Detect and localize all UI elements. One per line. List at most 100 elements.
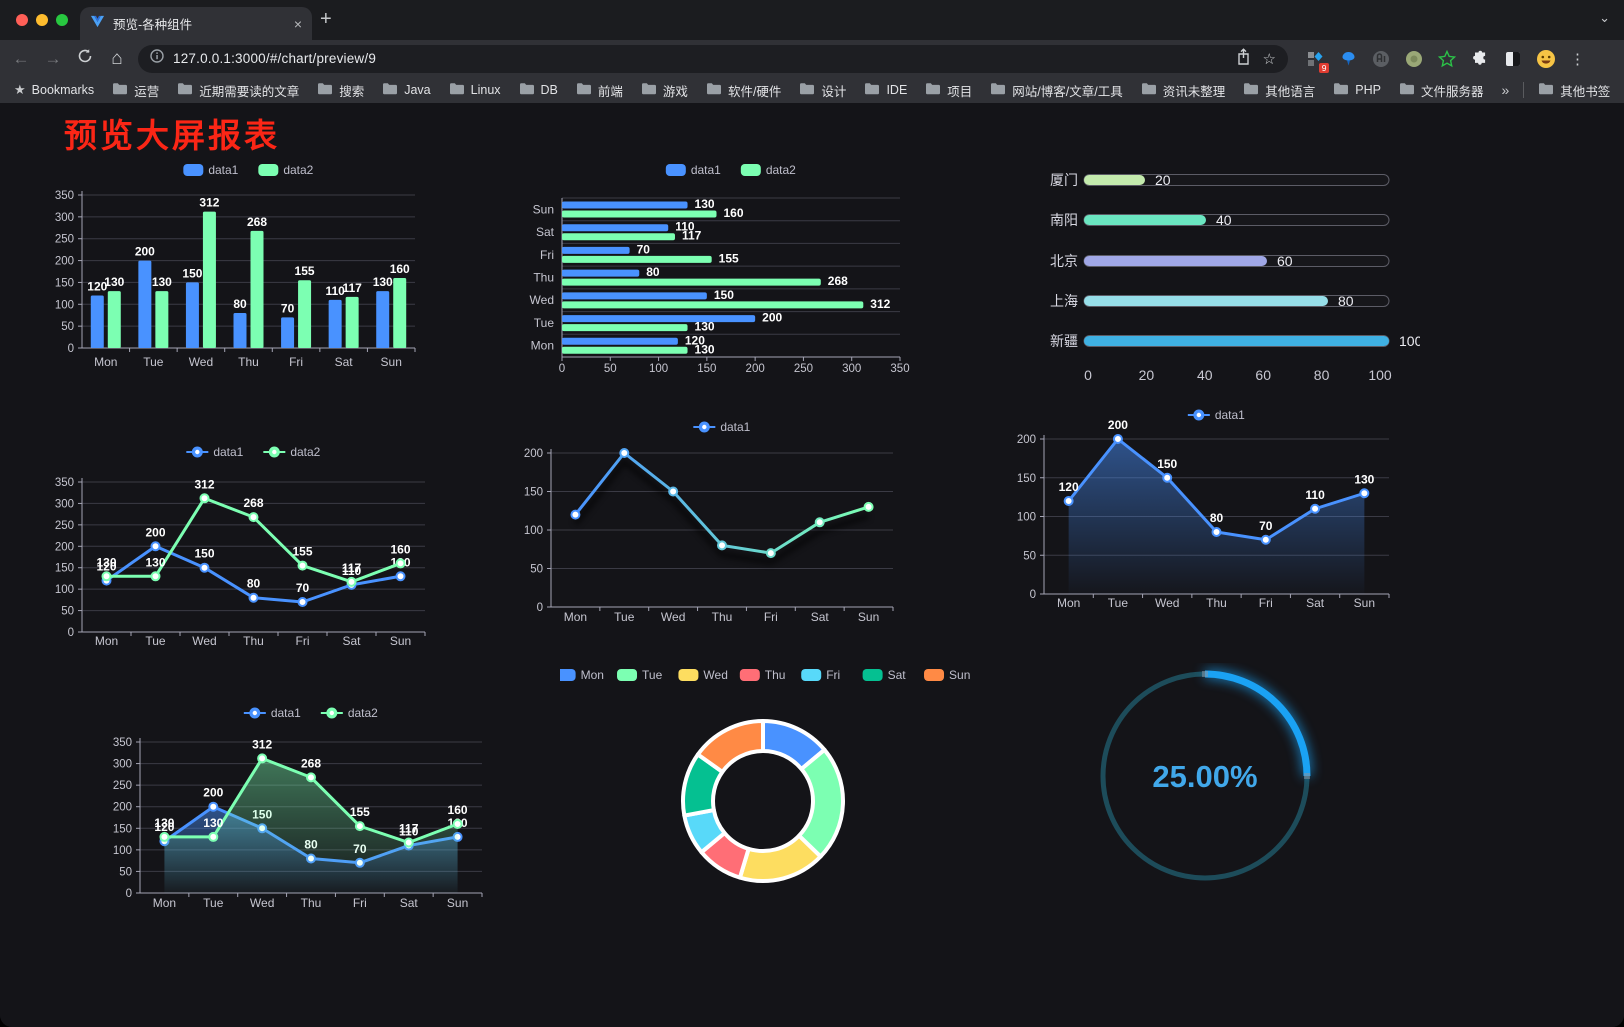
folder-icon (449, 82, 465, 98)
chart-gradient-line[interactable]: data1 0 50 100 150 200 Mon Tue Wed Thu Fri Sat Sun (505, 418, 925, 648)
svg-text:80: 80 (1338, 293, 1354, 309)
svg-text:100: 100 (55, 584, 74, 596)
chart-legend[interactable]: data1 data2 (186, 445, 321, 459)
extension-dark-mode-icon[interactable] (1502, 48, 1524, 70)
svg-text:120: 120 (87, 280, 107, 294)
donut-canvas[interactable]: Mon Tue Wed Thu Fri Sat Sun (555, 663, 970, 993)
bookmark-folder[interactable]: 近期需要读的文章 (177, 81, 299, 100)
bookmark-folder[interactable]: 运营 (112, 81, 159, 100)
svg-text:Sun: Sun (447, 896, 468, 910)
bookmark-folder[interactable]: 项目 (925, 81, 972, 100)
url-text[interactable]: 127.0.0.1:3000/#/chart/preview/9 (173, 51, 377, 66)
tab-close-icon[interactable]: × (293, 15, 302, 32)
bookmark-folder[interactable]: 游戏 (641, 81, 688, 100)
chart-donut[interactable]: Mon Tue Wed Thu Fri Sat Sun (555, 663, 970, 993)
minimize-window-button[interactable] (36, 14, 48, 26)
new-tab-button[interactable]: + (320, 8, 332, 30)
bookmark-folder[interactable]: 文件服务器 (1399, 81, 1483, 100)
gauge-canvas[interactable]: 25.00% (1060, 663, 1360, 893)
extension-balloon-icon[interactable] (1337, 48, 1359, 70)
bookmark-folder-label: Linux (470, 83, 501, 97)
svg-text:100: 100 (1368, 367, 1392, 383)
svg-text:Sat: Sat (342, 634, 361, 648)
tab-favicon (90, 14, 105, 34)
chart-area-line[interactable]: data1 0 50 100 150 200 Mon Tue Wed Thu Fri Sat Sun 12… (1000, 408, 1420, 633)
other-bookmarks-folder[interactable]: 其他书签 (1538, 81, 1610, 100)
chart-vertical-bar[interactable]: data1 data2 0 50 100 150 200 250 300 350 Mon Tue Wed… (35, 153, 455, 423)
two-area-line-canvas[interactable]: data1 data2 0 50 100 150 200 250 300 350 Mon Tue Wed… (100, 690, 520, 940)
bookmark-folder[interactable]: 前端 (576, 81, 623, 100)
chart-legend[interactable]: data1 (693, 420, 751, 434)
svg-text:130: 130 (695, 342, 715, 356)
chart-legend[interactable]: Mon Tue Wed Thu Fri Sat Sun (555, 668, 970, 682)
svg-text:Wed: Wed (1155, 596, 1179, 610)
chart-legend[interactable]: data1 data2 (665, 163, 796, 177)
svg-text:130: 130 (695, 197, 715, 211)
extensions-puzzle-icon[interactable] (1469, 48, 1491, 70)
area-line-canvas[interactable]: data1 0 50 100 150 200 Mon Tue Wed Thu Fri Sat Sun 12… (1000, 408, 1420, 633)
bookmarks-manager[interactable]: ★ Bookmarks (14, 82, 94, 98)
chart-gauge[interactable]: 25.00% (1060, 663, 1360, 893)
zoom-window-button[interactable] (56, 14, 68, 26)
extension-green-star-icon[interactable] (1436, 48, 1458, 70)
folder-icon (382, 82, 398, 98)
reload-icon[interactable] (74, 48, 96, 69)
svg-text:Sat: Sat (888, 668, 907, 682)
bookmark-folder[interactable]: 软件/硬件 (706, 81, 781, 100)
close-window-button[interactable] (16, 14, 28, 26)
bookmarks-overflow-button[interactable]: » (1501, 82, 1510, 98)
extension-grid-icon[interactable]: 9 (1304, 48, 1329, 73)
chart-legend[interactable]: data1 (1187, 408, 1245, 422)
bookmark-star-icon[interactable]: ☆ (1262, 50, 1276, 68)
svg-text:200: 200 (746, 363, 765, 375)
svg-text:data1: data1 (208, 163, 238, 177)
bookmarks-bar: ★ Bookmarks 运营 近期需要读的文章 搜索 Java Linux DB 前端 游戏 软… (0, 77, 1624, 103)
horizontal-bar-canvas[interactable]: data1 data2 0 50 100 150 200 250 300 350 Sun 130 160… (505, 158, 925, 418)
svg-text:0: 0 (68, 627, 74, 639)
chart-legend[interactable]: data1 data2 (243, 706, 378, 720)
forward-icon[interactable]: → (44, 48, 62, 68)
browser-menu-icon[interactable]: ⋮ (1570, 50, 1585, 68)
svg-text:120: 120 (685, 333, 705, 347)
svg-text:Mon: Mon (581, 668, 604, 682)
bookmark-folder[interactable]: Java (382, 82, 431, 98)
bookmark-folder[interactable]: 其他语言 (1243, 81, 1315, 100)
svg-text:200: 200 (524, 448, 543, 460)
svg-text:Wed: Wed (250, 896, 274, 910)
bookmark-folder-label: 网站/博客/文章/工具 (1012, 84, 1123, 99)
chart-horizontal-bar[interactable]: data1 data2 0 50 100 150 200 250 300 350 Sun 130 160… (505, 158, 925, 418)
home-icon[interactable]: ⌂ (111, 47, 123, 69)
site-info-icon[interactable] (150, 49, 164, 68)
two-line-canvas[interactable]: data1 data2 0 50 100 150 200 250 300 350 Mon Tue Wed… (35, 433, 455, 663)
folder-icon (799, 82, 815, 98)
vertical-bar-canvas[interactable]: data1 data2 0 50 100 150 200 250 300 350 Mon Tue Wed… (35, 153, 455, 423)
share-icon[interactable] (1236, 47, 1251, 70)
chart-progress-bars[interactable]: 厦门 20 南阳 40 北京 60 上海 80 新疆 100 0 20 40 60 80 100 (1000, 163, 1423, 403)
chart-two-area-line[interactable]: data1 data2 0 50 100 150 200 250 300 350 Mon Tue Wed… (100, 690, 520, 940)
svg-text:Mon: Mon (531, 339, 554, 353)
bookmark-folder[interactable]: 搜索 (317, 81, 364, 100)
chart-two-line[interactable]: data1 data2 0 50 100 150 200 250 300 350 Mon Tue Wed… (35, 433, 455, 663)
bookmark-folder[interactable]: PHP (1333, 82, 1381, 98)
chart-legend[interactable]: data1 data2 (183, 163, 314, 177)
gradient-line-canvas[interactable]: data1 0 50 100 150 200 Mon Tue Wed Thu Fri Sat Sun (505, 418, 925, 648)
svg-text:150: 150 (524, 487, 543, 499)
svg-text:Sun: Sun (381, 355, 402, 369)
profile-avatar[interactable] (1535, 48, 1557, 70)
bookmark-folder[interactable]: IDE (864, 82, 907, 98)
extension-green-circle-icon[interactable] (1403, 48, 1425, 70)
bookmark-folder[interactable]: 资讯未整理 (1141, 81, 1226, 100)
bookmark-folder[interactable]: DB (519, 82, 558, 98)
bookmark-folder-label: 资讯未整理 (1162, 84, 1226, 99)
tab-search-chevron-icon[interactable]: ⌄ (1599, 10, 1610, 25)
browser-tab[interactable]: 预览-各种组件 × (80, 7, 312, 40)
bookmark-folder[interactable]: Linux (449, 82, 501, 98)
extension-dark-circle-icon[interactable] (1370, 48, 1392, 70)
bookmark-folder[interactable]: 设计 (799, 81, 846, 100)
address-bar[interactable]: 127.0.0.1:3000/#/chart/preview/9 ☆ (138, 44, 1288, 73)
bookmark-folder-label: 前端 (597, 84, 623, 99)
svg-text:Sat: Sat (400, 896, 419, 910)
progress-bars-canvas[interactable]: 厦门 20 南阳 40 北京 60 上海 80 新疆 100 0 20 40 60 80 100 (1000, 163, 1423, 403)
bookmark-folder[interactable]: 网站/博客/文章/工具 (990, 81, 1123, 100)
back-icon[interactable]: ← (12, 48, 30, 68)
